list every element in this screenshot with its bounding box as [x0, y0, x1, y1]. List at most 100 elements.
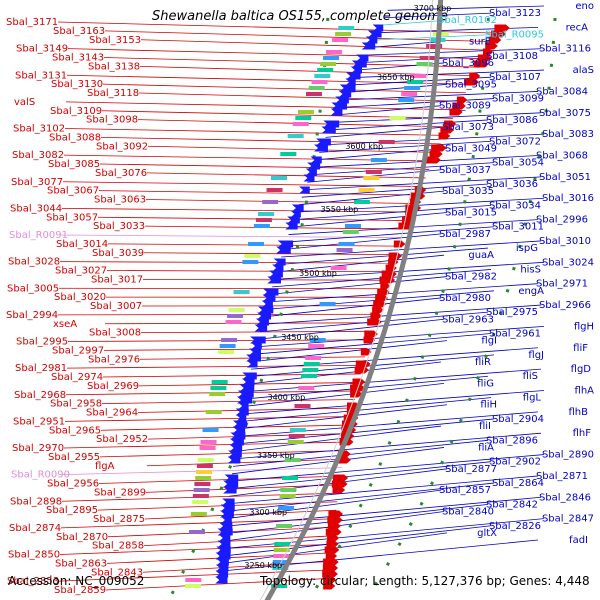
feature-block — [227, 314, 244, 318]
right-gene-label: Sbal_3073 — [442, 122, 494, 133]
right-leader-line — [387, 5, 545, 11]
feature-block — [196, 470, 213, 474]
right-gene-label: Sbal_3011 — [492, 222, 544, 233]
reverse-gene-arrow — [242, 372, 257, 380]
right-gene-label: fliF — [573, 343, 588, 354]
left-leader-line — [145, 199, 416, 204]
right-gene-label: flgL — [523, 393, 542, 404]
reverse-gene-arrow — [345, 78, 356, 86]
left-gene-label: Sbal_3082 — [12, 150, 64, 161]
right-leader-line — [229, 461, 492, 490]
right-leader-line — [283, 233, 442, 250]
left-gene-label: Sbal_3027 — [55, 266, 107, 277]
right-gene-label: Sbal_3116 — [539, 44, 591, 55]
left-gene-label: Sbal_2895 — [46, 505, 98, 516]
feature-block — [194, 482, 211, 486]
reverse-gene-arrow — [219, 522, 233, 530]
feature-block — [302, 368, 319, 372]
forward-gene-arrow — [328, 510, 344, 518]
reverse-gene-arrow — [232, 426, 246, 434]
right-gene-label: Sbal_3035 — [442, 186, 494, 197]
right-leader-line — [345, 83, 448, 93]
scale-label: 3250 kbp — [244, 561, 282, 570]
reverse-gene-arrow — [229, 438, 244, 446]
feature-block — [314, 74, 331, 78]
right-leader-line — [224, 504, 489, 535]
right-gene-label: Sbal_2857 — [439, 485, 491, 496]
feature-block — [378, 140, 395, 144]
gene-tracks — [166, 0, 558, 600]
right-leader-line — [252, 340, 448, 363]
right-leader-line — [227, 482, 495, 512]
feature-block — [202, 428, 219, 432]
right-leader-line — [223, 525, 492, 557]
feature-block — [192, 500, 209, 504]
left-gene-label: Sbal_3163 — [53, 26, 105, 37]
right-leader-line — [325, 126, 445, 138]
right-gene-label: Sbal_2987 — [439, 229, 491, 240]
forward-gene-arrow — [327, 522, 341, 530]
forward-gene-arrow — [370, 312, 382, 320]
feature-block — [305, 92, 322, 96]
feature-block — [317, 68, 334, 72]
left-gene-label: Sbal_2843 — [91, 567, 143, 578]
left-gene-label: Sbal_2955 — [48, 452, 100, 463]
feature-block — [338, 26, 355, 30]
reverse-gene-arrow — [250, 336, 266, 344]
left-gene-label: Sbal_3008 — [89, 328, 141, 339]
kbp-scale: 3700 kbp 3650 kbp 3600 kbp 3550 kbp 3500 kbp… — [244, 4, 451, 570]
left-leader-line — [64, 416, 352, 422]
right-leader-line — [371, 34, 495, 41]
feature-block — [311, 80, 328, 84]
reverse-gene-arrow — [272, 264, 284, 272]
forward-gene-arrow — [372, 306, 384, 314]
left-leader-line — [105, 578, 330, 591]
right-gene-label: Sbal_3089 — [439, 101, 491, 112]
left-gene-label: flgA — [95, 461, 115, 472]
left-gene-label: Sbal_3044 — [10, 203, 62, 214]
feature-block — [295, 116, 312, 120]
left-leader-line — [67, 48, 485, 60]
left-gene-label: valS — [14, 97, 35, 108]
right-gene-label: Sbal_2826 — [489, 521, 541, 532]
feature-block — [266, 188, 283, 192]
reverse-gene-arrow — [350, 66, 362, 74]
reverse-gene-arrow — [238, 402, 249, 410]
forward-gene-arrow — [352, 378, 366, 386]
forward-gene-arrow — [491, 30, 506, 38]
left-gene-label: Sbal_3092 — [96, 141, 148, 152]
left-gene-label: Sbal_3039 — [92, 248, 144, 259]
reverse-gene-arrow — [251, 342, 262, 350]
left-gene-label: Sbal_3118 — [87, 88, 139, 99]
reverse-gene-arrow — [220, 510, 234, 518]
feature-block — [255, 218, 272, 222]
feature-block — [228, 308, 245, 312]
right-gene-label: Sbal_3054 — [492, 158, 544, 169]
feature-block — [308, 86, 325, 90]
right-leader-line — [383, 12, 492, 19]
feature-block — [233, 290, 250, 294]
left-leader-line — [60, 234, 402, 238]
scale-label: 3550 kbp — [321, 205, 359, 214]
left-leader-line — [147, 433, 349, 440]
right-gene-label: Sbal_3095 — [445, 79, 497, 90]
reverse-gene-arrow — [224, 474, 239, 482]
right-gene-label: Sbal_3083 — [542, 129, 594, 140]
forward-gene-arrow — [494, 24, 510, 32]
forward-gene-arrow — [325, 528, 342, 536]
right-leader-line — [267, 283, 539, 303]
reverse-gene-arrow — [335, 96, 349, 104]
left-leader-line — [97, 501, 338, 511]
feature-block — [305, 356, 322, 360]
left-gene-label: Sbal_3007 — [90, 301, 142, 312]
left-gene-label: Sbal_2994 — [6, 310, 58, 321]
left-gene-label: Sbal_2997 — [52, 345, 104, 356]
left-leader-line — [65, 101, 458, 111]
reverse-gene-arrow — [361, 42, 376, 50]
right-gene-label: Sbal_3024 — [542, 257, 594, 268]
right-leader-line — [233, 439, 489, 467]
feature-block — [323, 56, 340, 60]
reverse-gene-arrow — [351, 60, 367, 68]
right-gene-label: Sbal_2980 — [439, 293, 491, 304]
